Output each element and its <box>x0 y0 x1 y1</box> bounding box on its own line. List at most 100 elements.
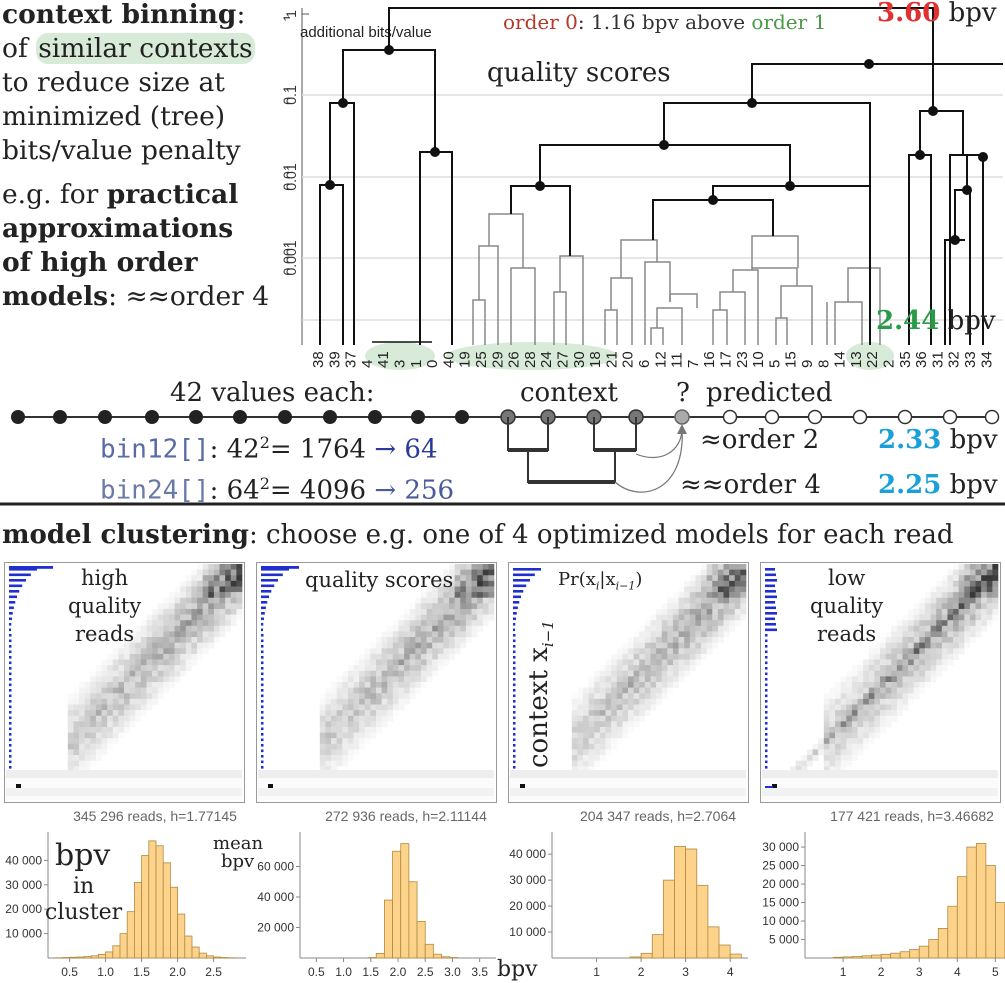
histogram-title: 345 296 reads, h=1.77145 <box>73 808 237 824</box>
context-label: context <box>520 378 618 408</box>
histogram-bar <box>213 956 222 959</box>
histogram-bar <box>928 939 939 959</box>
similar-contexts-highlight: similar contexts <box>36 33 255 64</box>
histogram-bar <box>880 953 892 959</box>
y-tick-label: 20 000 <box>509 899 546 913</box>
histogram-4: 177 421 reads, h=3.46682 5 000 10 000 15 00… <box>762 808 1005 979</box>
histogram-bar <box>133 881 142 959</box>
histogram-bar <box>994 902 1005 959</box>
histogram-bar <box>98 953 107 959</box>
leaf-label: 31 <box>929 351 946 368</box>
tree-nodes <box>325 45 988 245</box>
histogram-bar <box>918 945 930 959</box>
leaf-label: 37 <box>343 351 360 368</box>
bpv-in-cluster-cluster: cluster <box>45 900 123 925</box>
leaf-label: 23 <box>734 351 751 368</box>
histogram-bar <box>947 905 958 959</box>
histogram-bar <box>696 884 709 959</box>
predicted-dot <box>674 409 690 425</box>
leaf-label: 33 <box>962 351 979 368</box>
histogram-bar <box>162 862 171 959</box>
future-value-dot <box>984 409 1000 425</box>
transition-matrix-panel <box>508 562 749 803</box>
future-value-dot <box>722 409 738 425</box>
histogram-title: 177 421 reads, h=3.46682 <box>830 808 994 824</box>
values-label: 42 values each: <box>170 378 375 408</box>
histogram-bar <box>126 911 135 959</box>
histogram-bar <box>842 956 853 959</box>
leaf-label: 2 <box>881 360 898 368</box>
top-bpv: 3.60 bpv <box>877 0 997 28</box>
histogram-bar <box>432 953 442 959</box>
leaf-label: 13 <box>848 351 865 368</box>
histogram-bar <box>890 952 901 959</box>
x-tick-label: 0.5 <box>61 965 78 979</box>
clustering-title: model clustering: choose e.g. one of 4 o… <box>2 520 954 550</box>
leaf-label: 9 <box>799 360 816 368</box>
histogram-bar <box>184 935 193 959</box>
order2-bpv: 2.33 bpv <box>878 425 998 455</box>
x-tick-label: 3 <box>916 965 923 979</box>
bpv-in-cluster-in: in <box>73 874 95 899</box>
histogram-bar <box>69 956 78 959</box>
y-tick-label: 20 000 <box>5 902 42 916</box>
leaf-label: 14 <box>832 351 849 368</box>
y-tick-label: 30 000 <box>5 878 42 892</box>
histogram-bar <box>400 843 410 959</box>
x-tick-label: 5 <box>992 965 999 979</box>
histogram-bar <box>899 951 911 959</box>
past-value-dot <box>98 410 112 424</box>
x-tick-label: 1.0 <box>335 965 352 979</box>
histogram-3: 204 347 reads, h=2.7064 10 000 20 000 30 00… <box>509 808 748 979</box>
leaf-label: 16 <box>701 351 718 368</box>
future-value-dot <box>764 409 780 425</box>
bpv-in-cluster-bpv: bpv <box>55 838 111 873</box>
past-value-dot <box>233 410 247 424</box>
leaf-label: 36 <box>913 351 930 368</box>
leaf-label: 15 <box>783 351 800 368</box>
histogram-bar <box>871 954 882 959</box>
y-tick-label: 5 000 <box>769 933 799 947</box>
leaf-label: 19 <box>457 351 474 368</box>
histogram-bar <box>629 956 642 959</box>
y-tick-1: 1 <box>280 14 296 22</box>
y-tick-1: 1 <box>283 10 299 18</box>
past-value-dot <box>455 410 469 424</box>
bin24-name: bin24[] <box>100 475 210 506</box>
histogram-bar <box>640 952 653 959</box>
leaf-label: 7 <box>685 360 702 368</box>
leaf-label: 10 <box>750 351 767 368</box>
leaf-labels: 38 39 37 4 41 3 1 0 40 19 25 29 26 28 24 27 30 18 21 20 6 12 1… <box>310 351 995 368</box>
leaf-label: 40 <box>440 351 457 368</box>
leaf-label: 38 <box>310 351 327 368</box>
leaf-label: 25 <box>473 351 490 368</box>
leaf-label: 22 <box>864 351 881 368</box>
y-tick-0.1: 0.1 <box>283 85 299 105</box>
x-tick-label: 3 <box>682 965 689 979</box>
histogram-bar <box>112 945 121 959</box>
histogram-bar <box>155 845 164 959</box>
leaf-label: 21 <box>603 351 620 368</box>
context-axis-label: context xi−1 <box>524 620 558 768</box>
order4-label: ≈≈order 4 <box>680 470 821 500</box>
y-tick-label: 10 000 <box>5 927 42 941</box>
histogram-bar <box>90 955 99 959</box>
leaf-label: 24 <box>538 351 555 368</box>
panel-label: quality scores <box>305 568 454 592</box>
x-tick-label: 1.5 <box>133 965 150 979</box>
y-tick-0.01: 0.01 <box>283 163 299 190</box>
past-value-dot <box>11 410 25 424</box>
histogram-bar <box>83 956 92 959</box>
histogram-bar <box>975 842 987 959</box>
y-tick-label: 30 000 <box>509 873 546 887</box>
leaf-label: 18 <box>587 351 604 368</box>
bin12-line: bin12[]: 422= 1764 → 64 <box>100 433 438 465</box>
x-tick-label: 1.5 <box>362 965 379 979</box>
past-value-dot <box>278 410 292 424</box>
past-value-dot <box>53 410 67 424</box>
x-tick-label: 2.5 <box>205 965 222 979</box>
histogram-bar <box>105 951 114 959</box>
histogram-bar <box>177 913 186 959</box>
transition-matrix-panel <box>760 562 1001 803</box>
x-tick-label: 1 <box>593 965 600 979</box>
